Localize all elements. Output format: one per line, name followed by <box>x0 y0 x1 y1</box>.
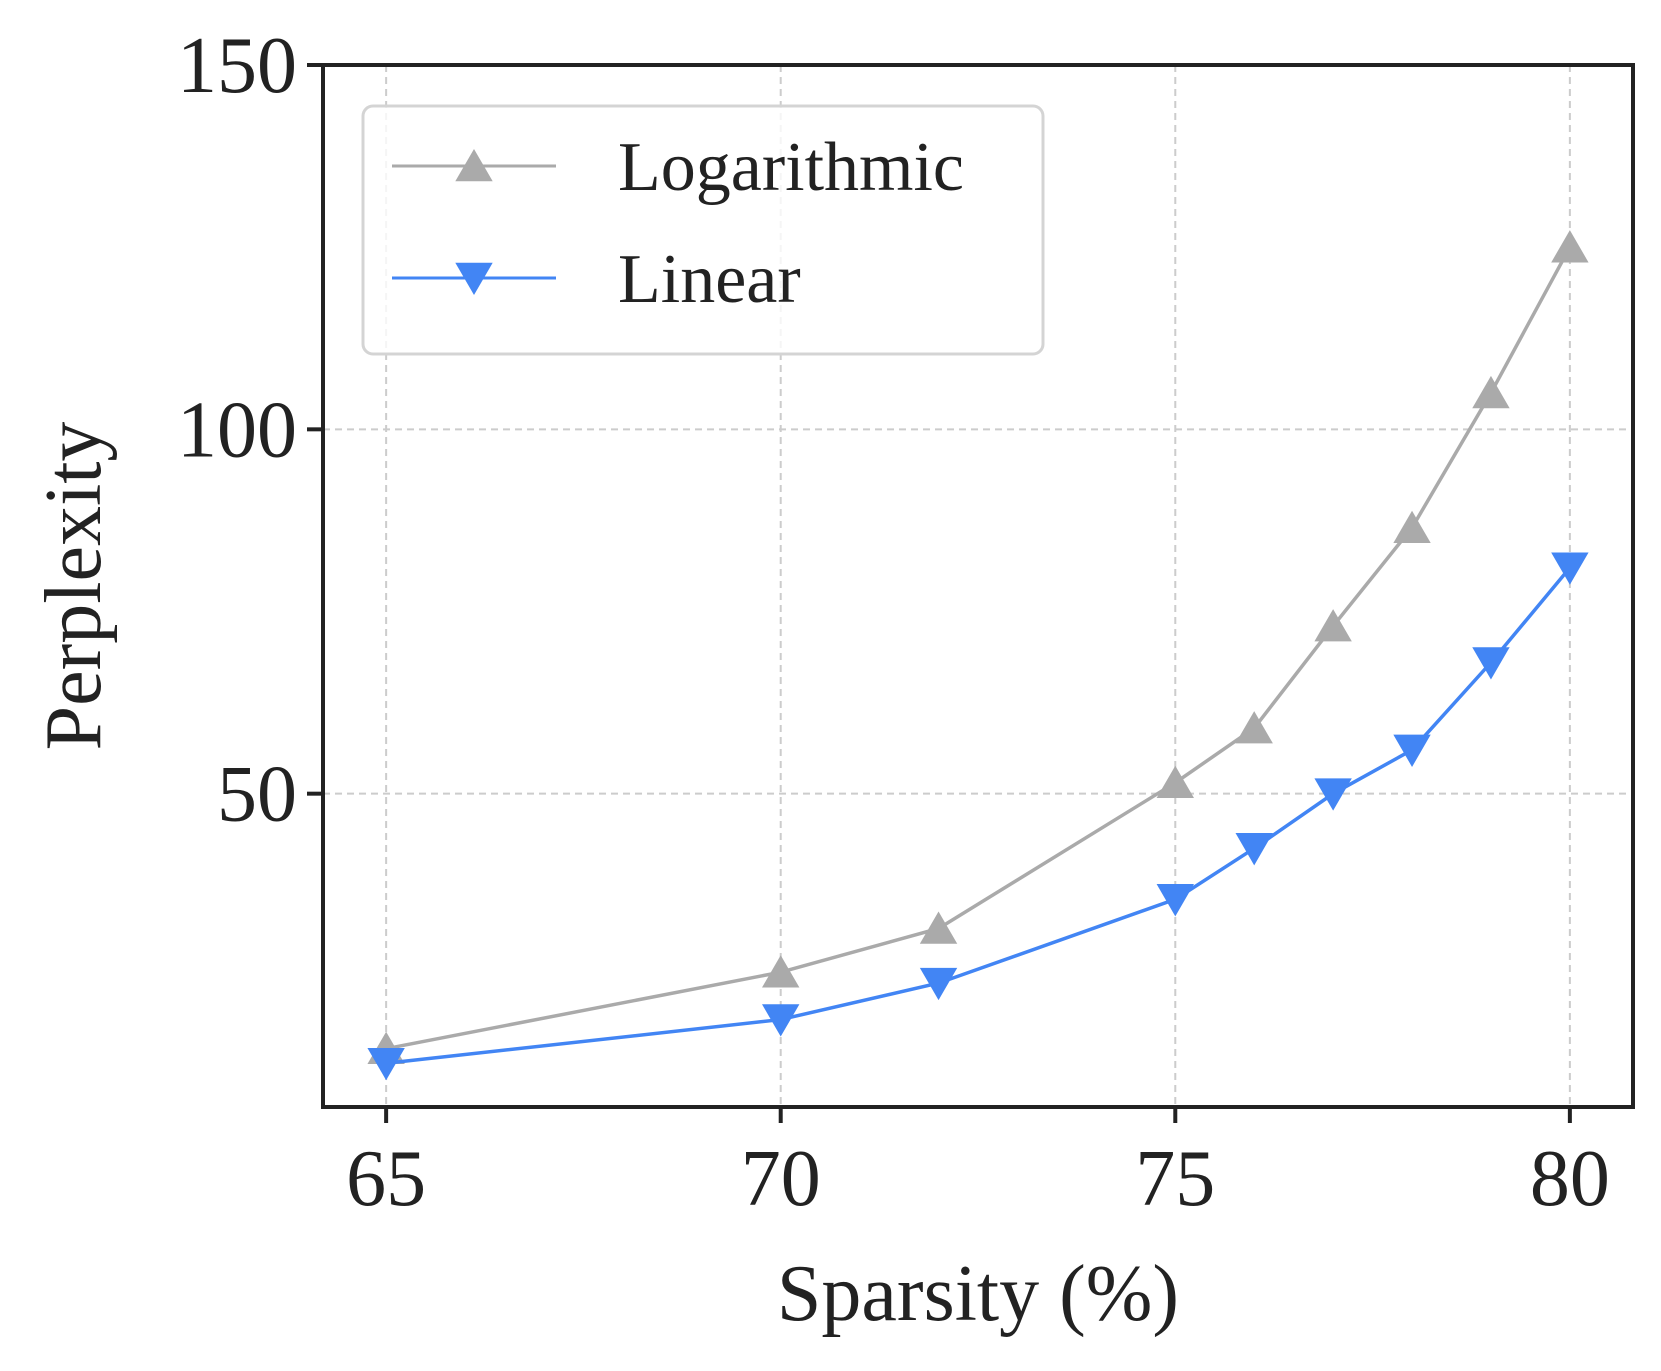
data-point-logarithmic <box>762 955 800 988</box>
y-axis-label: Perplexity <box>30 422 118 751</box>
data-point-linear <box>367 1047 405 1081</box>
y-tick-label: 100 <box>177 386 297 474</box>
data-point-logarithmic <box>919 911 958 944</box>
data-point-logarithmic <box>1235 711 1273 744</box>
plot-frame <box>321 63 1635 1109</box>
x-tick-label: 80 <box>1530 1135 1610 1223</box>
series-logarithmic <box>367 230 1589 1065</box>
legend-marker-logarithmic <box>455 149 493 182</box>
data-point-linear <box>762 1004 800 1037</box>
data-point-logarithmic <box>1156 765 1194 799</box>
legend-label-logarithmic: Logarithmic <box>618 129 964 206</box>
data-point-linear <box>1472 647 1510 680</box>
data-point-linear <box>1393 734 1431 767</box>
series-linear <box>367 552 1589 1081</box>
data-point-logarithmic <box>1472 375 1510 409</box>
data-point-logarithmic <box>1551 230 1589 263</box>
y-tick-label: 50 <box>217 751 297 839</box>
x-tick-label: 65 <box>346 1135 426 1223</box>
data-point-linear <box>1235 833 1273 866</box>
legend-box <box>361 104 1045 356</box>
x-tick-label: 70 <box>741 1135 821 1223</box>
legend-label-linear: Linear <box>618 241 801 318</box>
legend: Logarithmic Linear <box>361 104 1045 356</box>
x-axis-label: Sparsity (%) <box>777 1250 1179 1338</box>
ticks: 65 70 75 80 50 100 150 <box>177 22 1610 1223</box>
data-point-linear <box>1551 552 1589 585</box>
data-point-logarithmic <box>1393 510 1431 544</box>
y-tick-label: 150 <box>177 22 297 110</box>
x-tick-label: 75 <box>1135 1135 1215 1223</box>
legend-marker-linear <box>455 262 493 295</box>
data-point-logarithmic <box>1314 609 1352 642</box>
data-point-linear <box>919 967 958 1001</box>
series-layer <box>367 230 1589 1081</box>
data-point-linear <box>1156 884 1194 917</box>
data-point-linear <box>1314 778 1352 811</box>
